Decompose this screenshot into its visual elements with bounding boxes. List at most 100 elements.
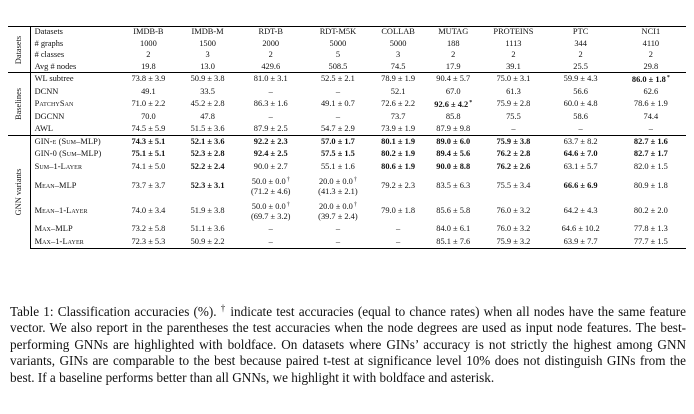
- table-cell-bold: 75.1 ± 5.1: [131, 149, 166, 159]
- table-cell-two-line: 50.0 ± 0.0† (69.7 ± 3.2): [237, 198, 305, 223]
- table-cell: –: [371, 235, 426, 249]
- group-label-gnn: GNN variants: [13, 168, 23, 216]
- table-cell: 51.9 ± 3.8: [190, 205, 225, 215]
- table-cell: 75.5: [506, 111, 521, 121]
- table-cell-bold: 52.2 ± 2.4: [190, 161, 225, 171]
- table-cell: 74.5 ± 5.9: [131, 124, 166, 134]
- table-cell: –: [396, 224, 401, 234]
- table-cell: 63.1 ± 5.7: [563, 161, 598, 171]
- table-cell: 2: [578, 50, 583, 60]
- gnn-row: GNN variants GIN-ε (Sum–MLP) 74.3 ± 5.1 …: [8, 135, 686, 249]
- table-cell: 5000: [329, 38, 347, 48]
- table-cell: 74.1 ± 5.0: [131, 161, 166, 171]
- dataset-row: Datasets Datasets IMDB-B IMDB-M RDT-B RD…: [8, 25, 686, 73]
- table-cell: 73.7 ± 3.7: [131, 180, 166, 190]
- table-cell: 188: [446, 38, 460, 48]
- caption-lead: Table 1: Classification accuracies (%).: [10, 304, 217, 319]
- asterisk-marker: *: [469, 100, 473, 107]
- cell-value: 20.0 ± 0.0†: [305, 200, 371, 212]
- table-cell: 50.9 ± 3.8: [178, 72, 237, 86]
- table-cell: 72.6 ± 2.2: [381, 99, 416, 109]
- table-cell: 76.0 ± 3.2: [496, 205, 531, 215]
- group-cell-baselines: Baselines: [8, 72, 31, 136]
- table-cell: –: [578, 124, 583, 134]
- column-header: MUTAG: [425, 26, 482, 39]
- table-cell: 58.6: [573, 111, 588, 121]
- group-cell-gnn: GNN variants: [8, 135, 31, 249]
- table-cell: 81.0 ± 3.1: [236, 72, 305, 86]
- table-cell: 39.1: [506, 61, 521, 71]
- results-table-container: Datasets Datasets IMDB-B IMDB-M RDT-B RD…: [8, 25, 686, 249]
- table-cell: 75.5 ± 3.4: [496, 180, 531, 190]
- degree-feature-value: (71.2 ± 4.6): [250, 186, 291, 196]
- table-cell: 75.9 ± 2.8: [496, 99, 531, 109]
- baseline-row: DCNN 49.1 33.5 – – 52.1 67.0 61.3 56.6 6…: [8, 86, 686, 99]
- table-cell: 2: [451, 50, 456, 60]
- table-cell: 3: [205, 50, 210, 60]
- table-cell: 17.9: [445, 61, 461, 71]
- table-cell: 56.6: [573, 86, 588, 96]
- gnn-row: Max–MLP 73.2 ± 5.8 51.1 ± 3.6 – – – 84.0…: [8, 223, 686, 236]
- table-cell: –: [268, 111, 273, 121]
- table-cell: 72.3 ± 5.3: [118, 235, 179, 249]
- column-header: IMDB-M: [178, 26, 237, 39]
- table-cell: 55.1 ± 1.6: [320, 161, 355, 171]
- table-cell: 64.2 ± 4.3: [563, 205, 598, 215]
- table-cell: 76.0 ± 3.2: [496, 224, 531, 234]
- baseline-row: AWL 74.5 ± 5.9 51.5 ± 3.6 87.9 ± 2.5 54.…: [8, 123, 686, 136]
- dagger-marker: †: [286, 201, 290, 208]
- table-cell: 2000: [262, 38, 280, 48]
- gnn-row: Mean–1-Layer 74.0 ± 3.4 51.9 ± 3.8 50.0 …: [8, 198, 686, 223]
- table-cell: 86.3 ± 1.6: [253, 99, 288, 109]
- table-cell: 87.9 ± 9.8: [436, 124, 471, 134]
- table-cell-bold: 52.3 ± 3.1: [190, 180, 225, 190]
- chance-rate-value: 20.0 ± 0.0: [318, 201, 353, 211]
- table-cell-bold: 64.6 ± 7.0: [563, 149, 598, 159]
- table-cell: 77.8 ± 1.3: [633, 224, 668, 234]
- row-label: AWL: [34, 124, 53, 134]
- group-label-datasets: Datasets: [13, 35, 23, 64]
- table-cell: 33.5: [200, 86, 215, 96]
- table-cell-bold: 52.1 ± 3.6: [178, 135, 237, 149]
- table-cell: 2: [648, 50, 653, 60]
- caption-body: indicate test accuracies (equal to chanc…: [10, 304, 686, 385]
- table-cell: 50.9 ± 2.2: [178, 235, 237, 249]
- table-cell: 508.5: [328, 61, 348, 71]
- gnn-row: GIN-0 (Sum–MLP) 75.1 ± 5.1 52.3 ± 2.8 92…: [8, 148, 686, 161]
- cell-value: 50.0 ± 0.0†: [237, 175, 305, 187]
- group-cell-datasets: Datasets: [8, 25, 31, 73]
- column-header: NCI1: [615, 26, 686, 39]
- table-cell: 49.1: [141, 86, 156, 96]
- baseline-row: PatchySan 71.0 ± 2.2 45.2 ± 2.8 86.3 ± 1…: [8, 98, 686, 111]
- dataset-row: # classes 2 3 2 5 3 2 2 2 2: [8, 50, 686, 62]
- table-cell-bold: 75.9 ± 3.8: [481, 135, 546, 149]
- table-cell: 78.6 ± 1.9: [633, 99, 668, 109]
- table-cell: 74.4: [643, 111, 659, 121]
- column-header: COLLAB: [371, 26, 426, 39]
- table-cell: 52.5 ± 2.1: [304, 72, 372, 86]
- table-cell: 4110: [642, 38, 660, 48]
- table-cell: 45.2 ± 2.8: [190, 99, 225, 109]
- table-cell: –: [304, 235, 372, 249]
- table-cell: 51.5 ± 3.6: [190, 124, 225, 134]
- row-label: GIN-ε (Sum–MLP): [30, 135, 119, 149]
- table-cell-bold: 74.3 ± 5.1: [118, 135, 179, 149]
- dagger-marker: †: [353, 201, 357, 208]
- table-cell: 61.3: [506, 86, 521, 96]
- table-cell-bold: 92.2 ± 2.3: [236, 135, 305, 149]
- table-cell-bold: 52.3 ± 2.8: [190, 149, 225, 159]
- table-cell-bold: 66.6 ± 6.9: [563, 180, 598, 190]
- column-header: IMDB-B: [118, 26, 179, 39]
- table-cell: 63.9 ± 7.7: [545, 235, 616, 249]
- asterisk-marker: *: [666, 75, 670, 82]
- table-cell-bold: 80.6 ± 1.9: [381, 161, 416, 171]
- table-cell: 87.9 ± 2.5: [253, 124, 288, 134]
- degree-feature-value: (39.7 ± 2.4): [318, 211, 358, 221]
- table-cell: –: [335, 224, 341, 234]
- table-cell: –: [335, 111, 341, 121]
- degree-feature-value: (69.7 ± 3.2): [250, 211, 291, 221]
- baseline-row: Baselines WL subtree 73.8 ± 3.9 50.9 ± 3…: [8, 72, 686, 136]
- table-cell: 51.1 ± 3.6: [190, 224, 225, 234]
- table-cell: 344: [574, 38, 587, 48]
- table-cell: 74.0 ± 3.4: [131, 205, 166, 215]
